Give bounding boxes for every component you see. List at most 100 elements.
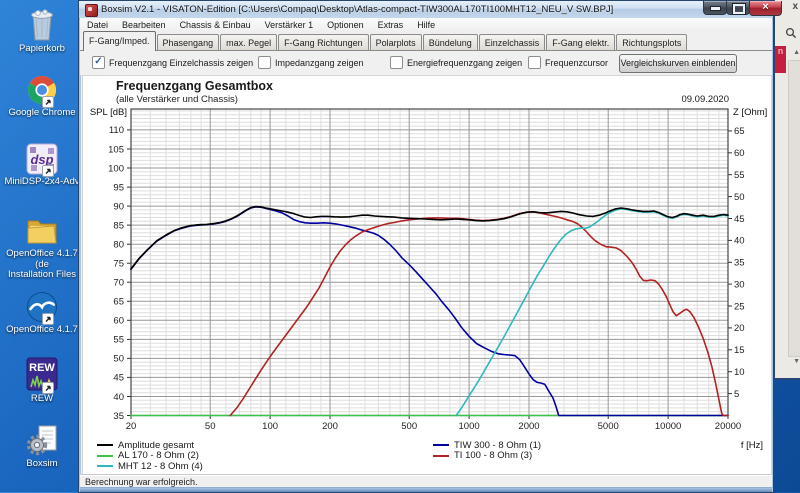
tab-polarplots[interactable]: Polarplots — [369, 34, 422, 51]
legend-entry: AL 170 - 8 Ohm (2) — [97, 450, 203, 461]
tab-max-pegel[interactable]: max. Pegel — [220, 34, 278, 51]
icon-label: OpenOffice 4.1.7 (de — [6, 248, 78, 270]
scroll-up-icon[interactable]: ▲ — [793, 49, 800, 56]
checkbox-label: Frequenzgang Einzelchassis zeigen — [109, 57, 254, 68]
checkbox-impedanzgang[interactable]: Impedanzgang zeigen — [258, 56, 364, 69]
legend-entry: TIW 300 - 8 Ohm (1) — [433, 440, 541, 451]
legend-swatch — [97, 444, 113, 447]
chrome-icon — [0, 72, 84, 108]
menu-chassis-einbau[interactable]: Chassis & Einbau — [179, 20, 251, 30]
vergleichskurven-button[interactable]: Vergleichskurven einblenden — [619, 54, 737, 73]
desktop-icon-openoffice-installer[interactable]: OpenOffice 4.1.7 (de Installation Files — [0, 213, 84, 281]
boxsim-window: Boxsim V2.1 - VISATON-Edition [C:\Users\… — [78, 0, 782, 493]
tab-phasengang[interactable]: Phasengang — [156, 34, 220, 51]
tab-strip: F-Gang/Imped. Phasengang max. Pegel F-Gang … — [80, 31, 772, 51]
recycle-bin-icon — [0, 6, 84, 44]
menu-bearbeiten[interactable]: Bearbeiten — [122, 20, 166, 30]
shortcut-arrow-icon — [42, 313, 54, 325]
scrollbar-track[interactable] — [788, 60, 800, 357]
legend-entry: TI 100 - 8 Ohm (3) — [433, 450, 541, 462]
maximize-button[interactable] — [726, 1, 750, 15]
menu-datei[interactable]: Datei — [87, 20, 109, 30]
close-button[interactable]: × — [749, 1, 782, 16]
x-axis-label: f [Hz] — [740, 440, 763, 451]
legend-label: MHT 12 - 8 Ohm (4) — [118, 460, 203, 472]
desktop-icon-papierkorb[interactable]: Papierkorb — [0, 6, 84, 55]
legend-entry: Amplitude gesamt — [97, 440, 203, 451]
svg-text:REW: REW — [29, 362, 55, 374]
checkbox-energiefrequenzgang[interactable]: Energiefrequenzgang zeigen — [390, 56, 522, 69]
tab-f-gang-richtungen[interactable]: F-Gang Richtungen — [278, 34, 369, 51]
status-text: Berechnung war erfolgreich. — [85, 477, 198, 487]
icon-label-line2: Installation Files — [7, 269, 77, 280]
icon-label: Google Chrome — [8, 107, 76, 118]
icon-label: Papierkorb — [19, 43, 65, 54]
checkbox-box[interactable] — [390, 56, 403, 69]
checkbox-box[interactable] — [258, 56, 271, 69]
desktop-icon-boxsim[interactable]: Boxsim — [0, 423, 84, 470]
legend-label: TIW 300 - 8 Ohm (1) — [454, 439, 542, 451]
checkbox-label: Energiefrequenzgang zeigen — [407, 57, 523, 68]
legend-swatch — [97, 465, 113, 468]
magnifier-icon[interactable] — [785, 26, 797, 44]
desktop-icon-minidsp[interactable]: dsp MiniDSP-2x4-Adv — [0, 141, 84, 188]
legend-swatch — [433, 454, 449, 457]
shortcut-arrow-icon — [42, 165, 54, 177]
tab-f-gang-elektr-[interactable]: F-Gang elektr. — [546, 34, 616, 51]
icon-label: OpenOffice 4.1.7 — [6, 324, 78, 335]
desktop-icon-google-chrome[interactable]: Google Chrome — [0, 72, 84, 119]
desktop-icon-openoffice[interactable]: OpenOffice 4.1.7 — [0, 289, 84, 336]
chart-legend-right: TIW 300 - 8 Ohm (1) TI 100 - 8 Ohm (3) — [433, 440, 541, 461]
chart-title: Frequenzgang Gesamtbox — [116, 79, 273, 93]
maximize-icon — [732, 3, 746, 15]
legend-swatch — [433, 444, 449, 447]
legend-swatch — [97, 454, 113, 457]
tab-bündelung[interactable]: Bündelung — [422, 34, 478, 51]
checkbox-box[interactable]: ✓ — [92, 56, 105, 69]
tab-f-gang-imped-[interactable]: F-Gang/Imped. — [83, 31, 156, 51]
rew-icon: REW — [0, 356, 84, 394]
shortcut-arrow-icon — [42, 382, 54, 394]
checkbox-frequenzgang-einzelchassis[interactable]: ✓ Frequenzgang Einzelchassis zeigen — [92, 56, 253, 69]
close-icon: × — [762, 1, 769, 13]
menu-verstaerker1[interactable]: Verstärker 1 — [264, 20, 314, 30]
minimize-button[interactable] — [703, 1, 727, 15]
tab-richtungsplots[interactable]: Richtungsplots — [616, 34, 688, 51]
red-tab-badge[interactable]: n — [775, 46, 786, 73]
close-icon[interactable]: x — [792, 1, 798, 12]
minimize-icon — [710, 6, 721, 11]
y-axis-right-label: Z [Ohm] — [733, 107, 768, 118]
folder-icon — [0, 213, 84, 249]
checkbox-box[interactable] — [528, 56, 541, 69]
minidsp-icon: dsp — [0, 141, 84, 177]
menu-hilfe[interactable]: Hilfe — [417, 20, 436, 30]
chart-date: 09.09.2020 — [681, 94, 729, 105]
chart-subtitle: (alle Verstärker und Chassis) — [116, 94, 238, 105]
status-bar: Berechnung war erfolgreich. — [80, 474, 772, 489]
background-window-edge[interactable]: x n ▲ ▼ — [772, 0, 800, 380]
icon-label: MiniDSP-2x4-Adv — [4, 176, 80, 187]
shortcut-arrow-icon — [42, 96, 54, 108]
checkbox-label: Impedanzgang zeigen — [275, 57, 364, 68]
tab-einzelchassis[interactable]: Einzelchassis — [478, 34, 546, 51]
chart-legend-left: Amplitude gesamt AL 170 - 8 Ohm (2) MHT 12… — [97, 440, 203, 472]
chart-panel — [82, 75, 772, 476]
svg-text:dsp: dsp — [30, 152, 53, 167]
legend-entry: MHT 12 - 8 Ohm (4) — [97, 461, 203, 472]
window-title: Boxsim V2.1 - VISATON-Edition [C:\Users\… — [101, 4, 614, 15]
legend-label: Amplitude gesamt — [118, 439, 195, 451]
checkbox-frequenzcursor[interactable]: Frequenzcursor — [528, 56, 608, 69]
title-bar[interactable]: Boxsim V2.1 - VISATON-Edition [C:\Users\… — [79, 1, 782, 19]
y-axis-left-label: SPL [dB] — [89, 107, 127, 118]
menu-extras[interactable]: Extras — [377, 20, 404, 30]
icon-label: Boxsim — [26, 458, 58, 469]
boxsim-app-icon — [85, 4, 98, 17]
scroll-down-icon[interactable]: ▼ — [793, 358, 800, 365]
legend-label: TI 100 - 8 Ohm (3) — [454, 450, 533, 462]
checkbox-label: Frequenzcursor — [545, 57, 609, 68]
icon-label: REW — [30, 393, 54, 404]
menu-optionen[interactable]: Optionen — [327, 20, 364, 30]
chart-toolbar: ✓ Frequenzgang Einzelchassis zeigen Impe… — [80, 51, 772, 75]
desktop-icon-rew[interactable]: REW REW — [0, 356, 84, 405]
